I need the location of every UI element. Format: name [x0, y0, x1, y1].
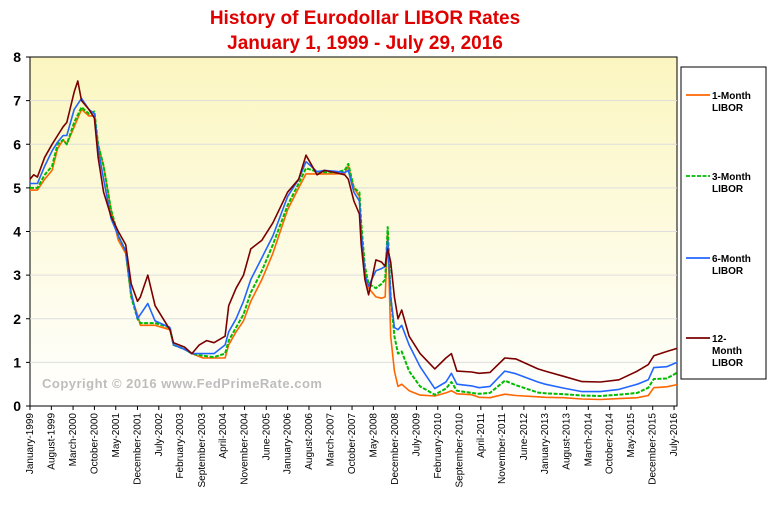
- x-tick-label: August-2006: [304, 413, 315, 470]
- x-tick-label: June-2012: [519, 413, 530, 461]
- x-tick-label: December-2001: [132, 413, 143, 485]
- x-tick-label: July-2016: [669, 413, 680, 457]
- legend-label: Month: [712, 346, 742, 357]
- y-tick-label: 3: [13, 267, 21, 283]
- x-tick-label: October-2007: [347, 413, 358, 475]
- legend-label: LIBOR: [712, 266, 744, 277]
- x-tick-label: May-2015: [626, 413, 637, 458]
- x-tick-label: September-2010: [454, 413, 465, 488]
- x-tick-label: February-2003: [175, 413, 186, 479]
- legend-label: 3-Month: [712, 172, 751, 183]
- series-layer: [29, 80, 678, 401]
- x-tick-label: April-2004: [218, 413, 229, 459]
- x-tick-label: December-2008: [390, 413, 401, 485]
- chart-title: History of Eurodollar LIBOR Rates: [210, 8, 520, 29]
- copyright-watermark: Copyright © 2016 www.FedPrimeRate.com: [42, 376, 322, 391]
- series-line-4: [29, 80, 678, 383]
- legend-label: LIBOR: [712, 358, 744, 369]
- x-tick-label: March-2000: [68, 413, 79, 467]
- x-tick-label: September-2003: [197, 413, 208, 488]
- x-tick-label: May-2001: [111, 413, 122, 458]
- x-axis-ticks: January-1999 August-1999 March-2000 October…: [25, 406, 680, 488]
- x-tick-label: December-2015: [648, 413, 659, 485]
- y-tick-label: 8: [13, 49, 21, 65]
- legend: 1-MonthLIBOR3-MonthLIBOR6-MonthLIBOR12-M…: [680, 66, 767, 380]
- y-tick-label: 2: [13, 311, 21, 327]
- x-tick-label: January-1999: [25, 413, 36, 475]
- y-tick-label: 1: [13, 354, 21, 370]
- legend-label: 12-: [712, 334, 726, 345]
- x-tick-label: August-1999: [46, 413, 57, 470]
- x-tick-label: July-2002: [154, 413, 165, 457]
- x-tick-label: May-2008: [368, 413, 379, 458]
- x-tick-label: July-2009: [411, 413, 422, 457]
- legend-label: LIBOR: [712, 103, 744, 114]
- y-tick-label: 7: [13, 93, 21, 109]
- legend-label: 6-Month: [712, 254, 751, 265]
- x-tick-label: February-2010: [433, 413, 444, 479]
- x-tick-label: April-2011: [476, 413, 487, 458]
- series-line-1: [30, 108, 678, 401]
- x-tick-label: June-2005: [261, 413, 272, 461]
- y-tick-label: 4: [13, 224, 21, 240]
- y-axis-ticks: 0 1 2 3 4 5 6 7 8: [13, 49, 30, 414]
- x-tick-label: March-2014: [583, 413, 594, 467]
- x-tick-label: October-2014: [605, 413, 616, 475]
- y-tick-label: 0: [13, 398, 21, 414]
- x-tick-label: November-2004: [240, 413, 251, 485]
- x-tick-label: March-2007: [326, 413, 337, 467]
- legend-box: [680, 66, 767, 380]
- legend-label: LIBOR: [712, 184, 744, 195]
- y-tick-label: 6: [13, 136, 21, 152]
- y-tick-label: 5: [13, 180, 21, 196]
- x-tick-label: November-2011: [497, 413, 508, 484]
- chart-subtitle: January 1, 1999 - July 29, 2016: [227, 33, 503, 54]
- legend-label: 1-Month: [712, 91, 751, 102]
- x-tick-label: August-2013: [562, 413, 573, 470]
- x-tick-label: January-2013: [540, 413, 551, 475]
- x-tick-label: January-2006: [283, 413, 294, 475]
- x-tick-label: October-2000: [89, 413, 100, 475]
